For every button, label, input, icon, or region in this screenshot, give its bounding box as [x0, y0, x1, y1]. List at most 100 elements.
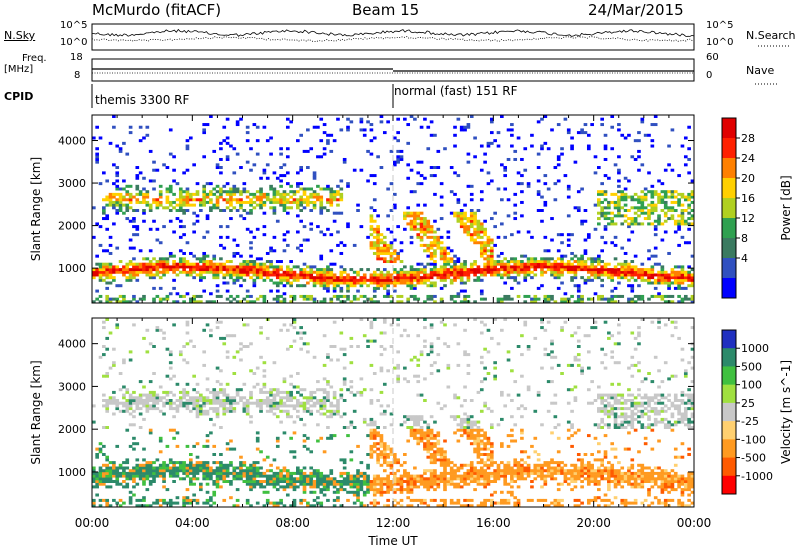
- power-cell: [433, 251, 437, 255]
- power-cell: [115, 184, 120, 188]
- power-cell: [650, 211, 655, 215]
- nave-label: Nave: [746, 64, 775, 77]
- power-cell: [429, 284, 434, 288]
- velocity-cell: [346, 490, 350, 494]
- velocity-cell: [443, 501, 447, 505]
- power-cell: [178, 209, 183, 212]
- power-cell: [135, 166, 140, 170]
- velocity-cell: [446, 363, 451, 367]
- power-cell: [215, 203, 220, 207]
- power-cell: [406, 163, 411, 167]
- velocity-cell: [262, 385, 267, 389]
- power-cell: [376, 251, 380, 255]
- velocity-cell: [128, 474, 133, 478]
- power-cell: [687, 217, 691, 221]
- power-cell: [613, 203, 618, 207]
- power-cell: [396, 300, 400, 304]
- power-cell: [275, 260, 280, 264]
- power-cell: [125, 262, 130, 266]
- power-cell: [650, 190, 655, 194]
- power-cell: [108, 276, 113, 280]
- power-cell: [279, 192, 283, 196]
- power-cell: [319, 198, 324, 202]
- power-cell: [379, 233, 384, 237]
- power-cell: [456, 174, 461, 178]
- power-cell: [687, 276, 691, 280]
- velocity-cell: [155, 471, 160, 475]
- power-cell: [289, 190, 293, 194]
- power-cell: [586, 233, 591, 237]
- power-cell: [630, 155, 635, 159]
- power-cell: [382, 268, 387, 272]
- power-cell: [473, 155, 477, 159]
- power-cell: [446, 262, 451, 266]
- power-cell: [289, 206, 293, 210]
- power-cell: [433, 166, 437, 170]
- velocity-cell: [426, 450, 431, 454]
- power-cell: [503, 281, 508, 285]
- power-cell: [185, 262, 190, 266]
- velocity-cell: [366, 434, 370, 438]
- power-cell: [583, 260, 588, 264]
- velocity-cell: [346, 388, 350, 392]
- power-cell: [182, 190, 186, 194]
- velocity-cell: [212, 469, 217, 473]
- power-cell: [650, 195, 655, 199]
- velocity-cell: [302, 480, 307, 483]
- power-cell: [282, 198, 287, 202]
- power-cell: [249, 241, 253, 245]
- power-cell: [105, 249, 110, 253]
- power-cell: [92, 270, 96, 274]
- power-cell: [272, 190, 277, 194]
- velocity-cell: [322, 482, 327, 486]
- power-cell: [613, 243, 618, 247]
- power-cell: [607, 206, 611, 210]
- power-cell: [496, 268, 501, 272]
- velocity-cell: [479, 331, 484, 335]
- power-cell: [202, 184, 207, 188]
- velocity-cell: [249, 466, 253, 470]
- velocity-cell: [102, 393, 106, 397]
- power-cell: [138, 139, 143, 143]
- power-cell: [366, 179, 370, 183]
- power-cell: [172, 179, 176, 183]
- velocity-cell: [319, 471, 324, 475]
- power-cell: [416, 276, 421, 280]
- nave-tick-bottom: 0: [706, 70, 713, 81]
- velocity-cell: [182, 393, 186, 397]
- velocity-cell: [326, 380, 330, 384]
- power-cell: [523, 294, 528, 298]
- velocity-cell: [145, 488, 150, 492]
- velocity-cell: [262, 390, 267, 394]
- power-cell: [242, 273, 247, 277]
- velocity-cell: [192, 399, 196, 402]
- velocity-cell: [138, 477, 143, 481]
- velocity-cell: [128, 477, 133, 481]
- power-cell: [376, 225, 380, 229]
- power-cell: [205, 214, 210, 218]
- velocity-cell: [423, 444, 427, 448]
- power-cell: [489, 179, 494, 183]
- power-cell: [222, 268, 227, 272]
- velocity-cell: [132, 469, 136, 473]
- velocity-cell: [232, 399, 237, 402]
- power-cell: [419, 262, 424, 266]
- velocity-cell: [182, 496, 186, 500]
- power-cell: [182, 195, 186, 199]
- power-cell: [339, 211, 344, 215]
- power-cell: [446, 273, 451, 277]
- power-cell: [185, 209, 190, 212]
- power-cell: [576, 294, 581, 298]
- velocity-cell: [215, 399, 220, 402]
- power-cell: [443, 268, 447, 272]
- power-cell: [265, 176, 270, 180]
- velocity-cell: [386, 463, 390, 467]
- power-cell: [215, 270, 220, 274]
- velocity-cell: [188, 401, 193, 405]
- velocity-cell: [403, 469, 407, 473]
- power-cell: [352, 270, 357, 274]
- velocity-cell: [393, 461, 397, 465]
- power-cell: [225, 200, 230, 204]
- velocity-cell: [289, 436, 293, 440]
- velocity-cell: [192, 493, 196, 497]
